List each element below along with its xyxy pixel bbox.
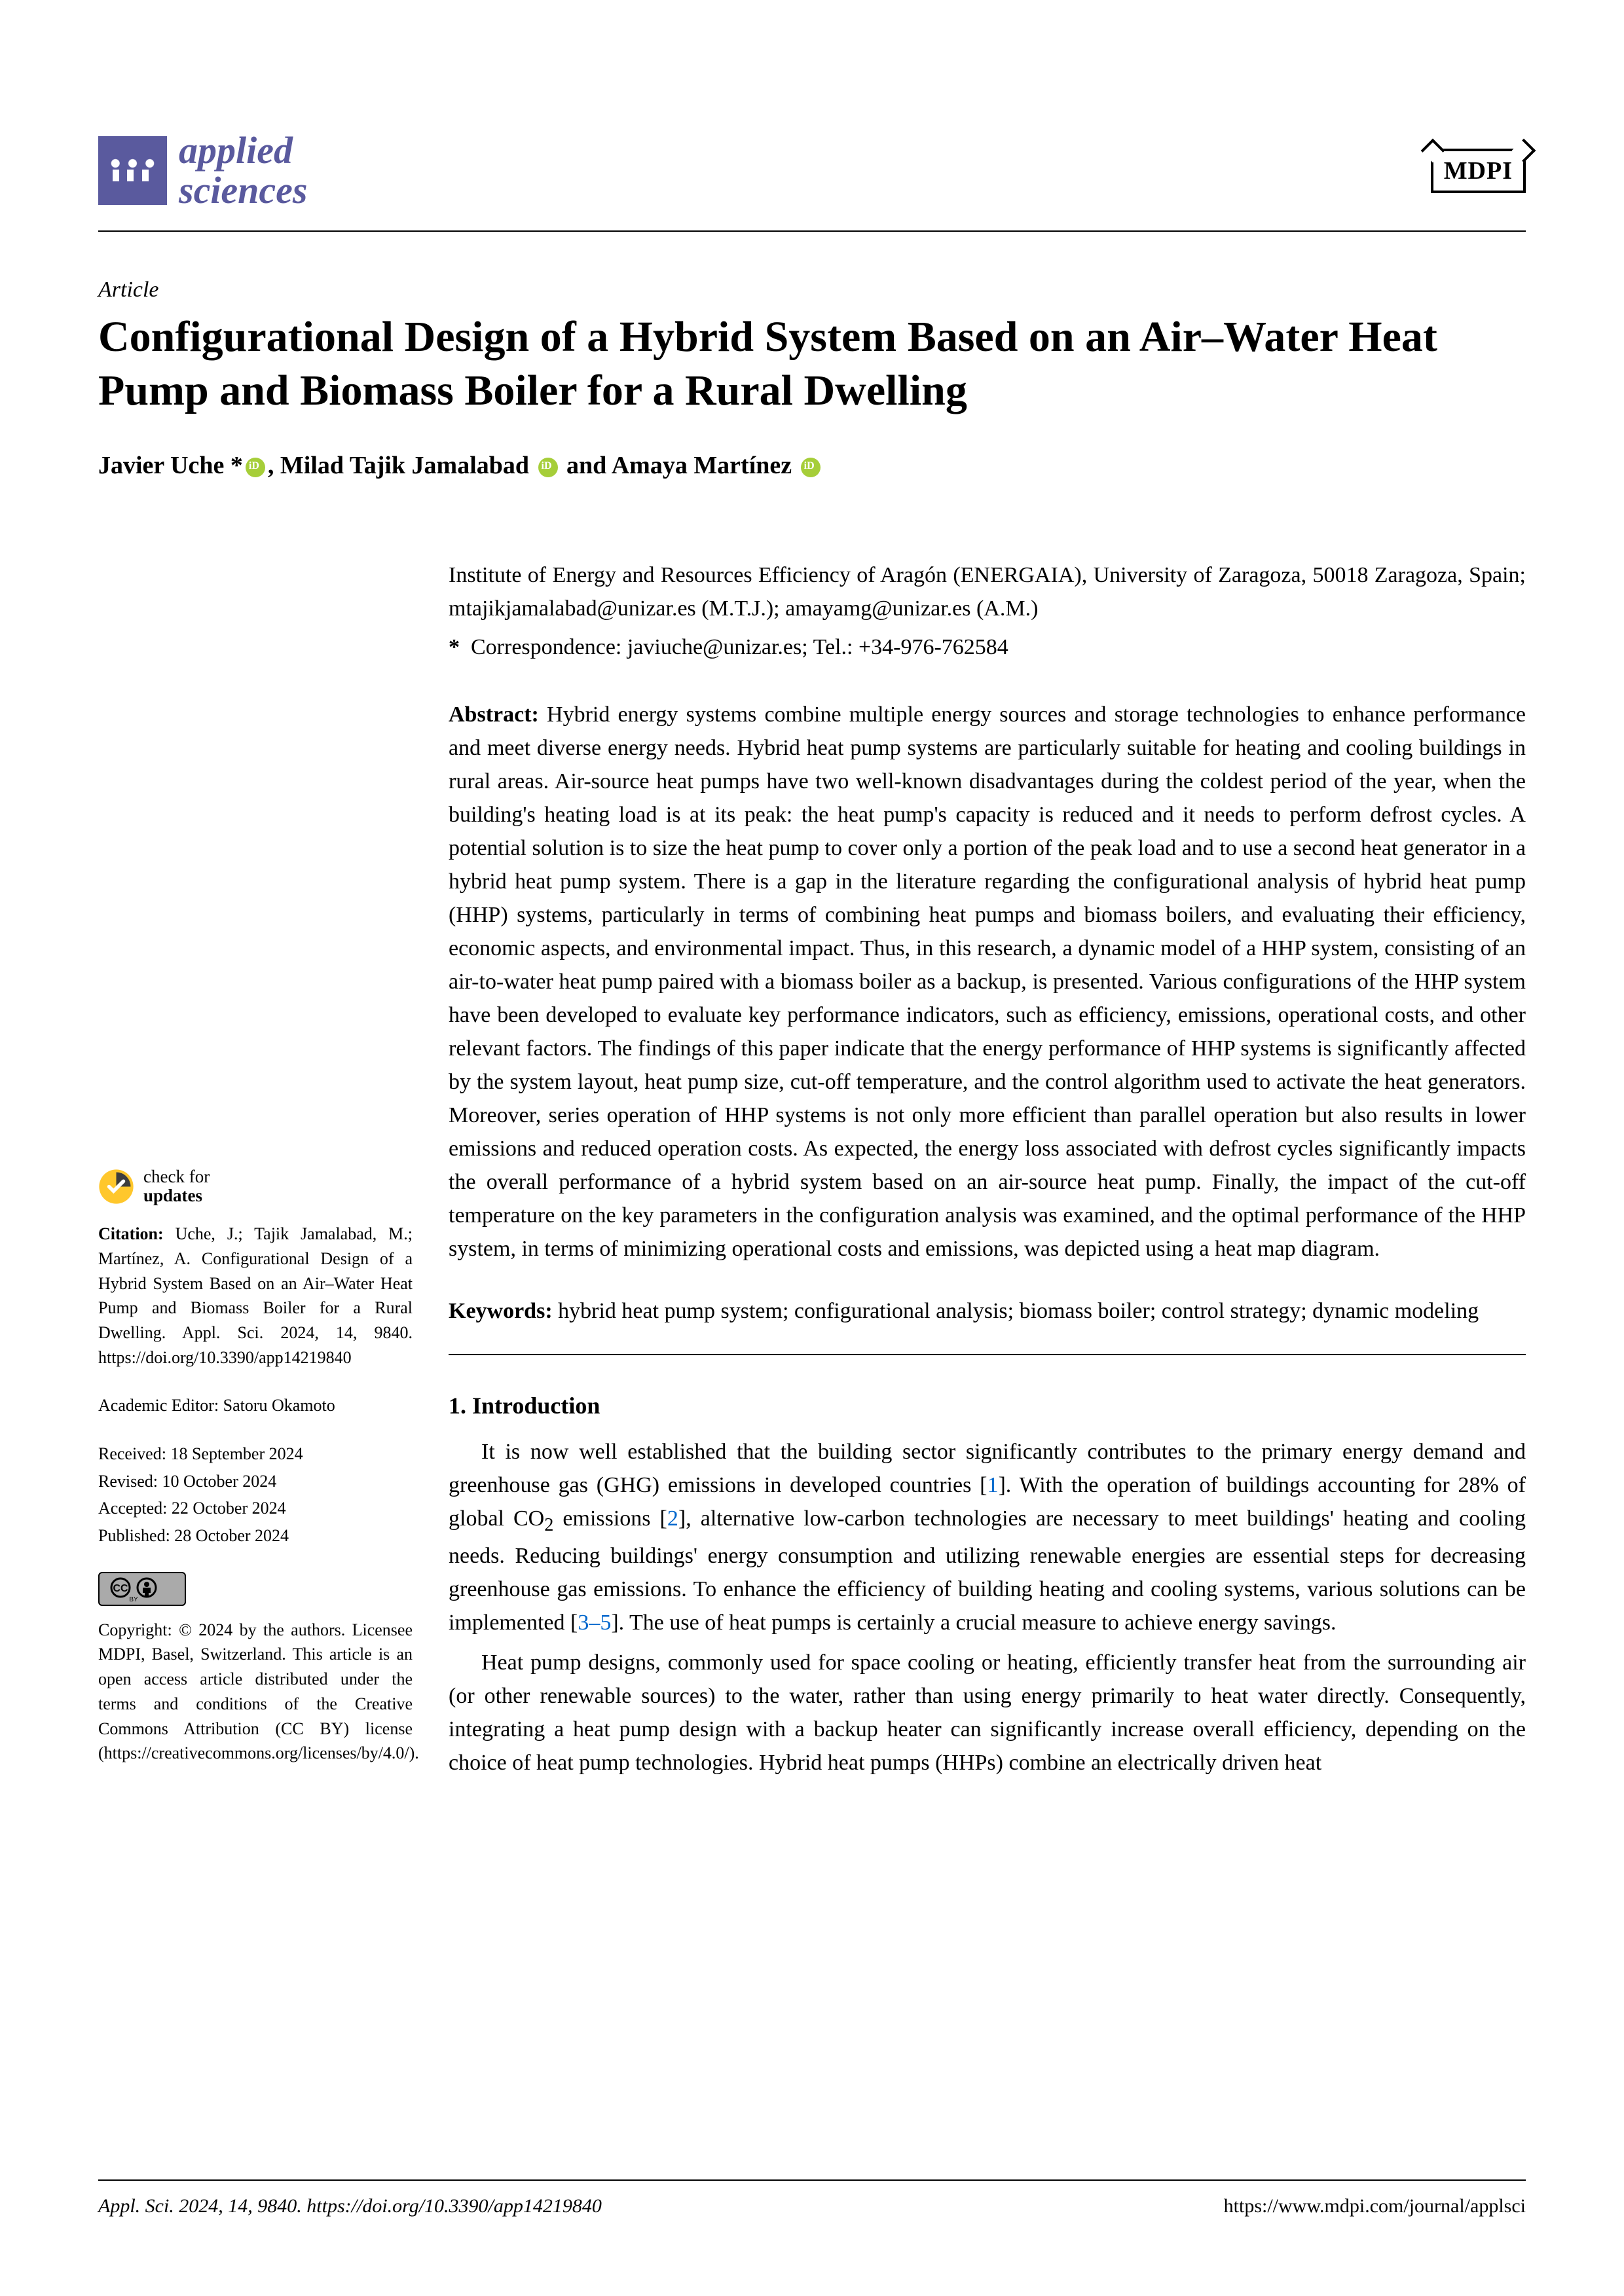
correspondence-mark: * [449,635,460,659]
date-accepted: Accepted: 22 October 2024 [98,1496,413,1521]
copyright-label: Copyright: [98,1620,172,1639]
history-dates: Received: 18 September 2024 Revised: 10 … [98,1442,413,1548]
author-2: Milad Tajik Jamalabad [280,452,536,479]
intro-para-2: Heat pump designs, commonly used for spa… [449,1646,1526,1779]
section-1-heading: 1. Introduction [449,1388,1526,1423]
author-sep: , [268,452,280,479]
cc-by-badge[interactable]: CC BY [98,1572,186,1606]
correspondence-text: Correspondence: javiuche@unizar.es; Tel.… [471,635,1008,659]
svg-text:BY: BY [129,1596,138,1602]
copyright-block: Copyright: © 2024 by the authors. Licens… [98,1618,413,1766]
abstract-label: Abstract: [449,702,539,727]
keywords-text: hybrid heat pump system; configurational… [558,1299,1479,1323]
keywords-label: Keywords: [449,1299,553,1323]
main-column: Institute of Energy and Resources Effici… [449,558,1526,1786]
check-updates-line2: updates [143,1186,210,1206]
date-published: Published: 28 October 2024 [98,1523,413,1548]
journal-icon [98,136,167,205]
page-footer: Appl. Sci. 2024, 14, 9840. https://doi.o… [98,2179,1526,2217]
citation-block: Citation: Uche, J.; Tajik Jamalabad, M.;… [98,1222,413,1370]
footer-right[interactable]: https://www.mdpi.com/journal/applsci [1224,2195,1526,2217]
abstract-block: Abstract: Hybrid energy systems combine … [449,698,1526,1266]
affiliation: Institute of Energy and Resources Effici… [449,558,1526,625]
article-type: Article [98,278,1526,302]
sidebar: check for updates Citation: Uche, J.; Ta… [98,558,413,1786]
content-columns: check for updates Citation: Uche, J.; Ta… [98,558,1526,1786]
journal-logo: applied sciences [98,131,308,211]
date-received: Received: 18 September 2024 [98,1442,413,1467]
abstract-text: Hybrid energy systems combine multiple e… [449,702,1526,1261]
check-updates-text: check for updates [143,1167,210,1206]
ref-link-2[interactable]: 2 [667,1506,678,1531]
publisher-logo[interactable]: MDPI [1431,149,1526,193]
orcid-icon[interactable] [801,458,821,477]
svg-text:CC: CC [113,1583,128,1594]
journal-name-line1: applied [179,131,308,171]
citation-text: Uche, J.; Tajik Jamalabad, M.; Martínez,… [98,1224,413,1366]
date-revised: Revised: 10 October 2024 [98,1469,413,1494]
orcid-icon[interactable] [538,458,558,477]
subscript: 2 [544,1515,553,1535]
journal-name-line2: sciences [179,171,308,211]
ref-link-3[interactable]: 3 [578,1611,589,1635]
editor-label: Academic Editor: [98,1396,219,1415]
author-1: Javier Uche * [98,452,243,479]
editor-name: Satoru Okamoto [223,1396,335,1415]
orcid-icon[interactable] [246,458,265,477]
article-title: Configurational Design of a Hybrid Syste… [98,310,1526,418]
academic-editor: Academic Editor: Satoru Okamoto [98,1393,413,1418]
p1-text: emissions [ [553,1506,667,1531]
author-sep: and [566,452,612,479]
ref-range-dash: – [589,1611,600,1635]
keywords-block: Keywords: hybrid heat pump system; confi… [449,1294,1526,1355]
page-header: applied sciences MDPI [98,131,1526,232]
ref-link-5[interactable]: 5 [600,1611,611,1635]
correspondence: * Correspondence: javiuche@unizar.es; Te… [449,630,1526,664]
crossref-check-icon [98,1169,134,1205]
intro-para-1: It is now well established that the buil… [449,1435,1526,1639]
check-for-updates[interactable]: check for updates [98,1167,413,1206]
author-list: Javier Uche *, Milad Tajik Jamalabad and… [98,451,1526,480]
sidebar-spacer [98,558,413,1167]
footer-left: Appl. Sci. 2024, 14, 9840. https://doi.o… [98,2195,602,2217]
check-updates-line1: check for [143,1167,210,1187]
citation-label: Citation: [98,1224,164,1243]
journal-name: applied sciences [179,131,308,211]
p1-text: ]. The use of heat pumps is certainly a … [611,1611,1336,1635]
copyright-text: © 2024 by the authors. Licensee MDPI, Ba… [98,1620,419,1762]
footer-journal-ref: Appl. Sci. 2024, 14, 9840. https://doi.o… [98,2195,602,2217]
ref-link-1[interactable]: 1 [987,1473,998,1497]
author-3: Amaya Martínez [612,452,798,479]
